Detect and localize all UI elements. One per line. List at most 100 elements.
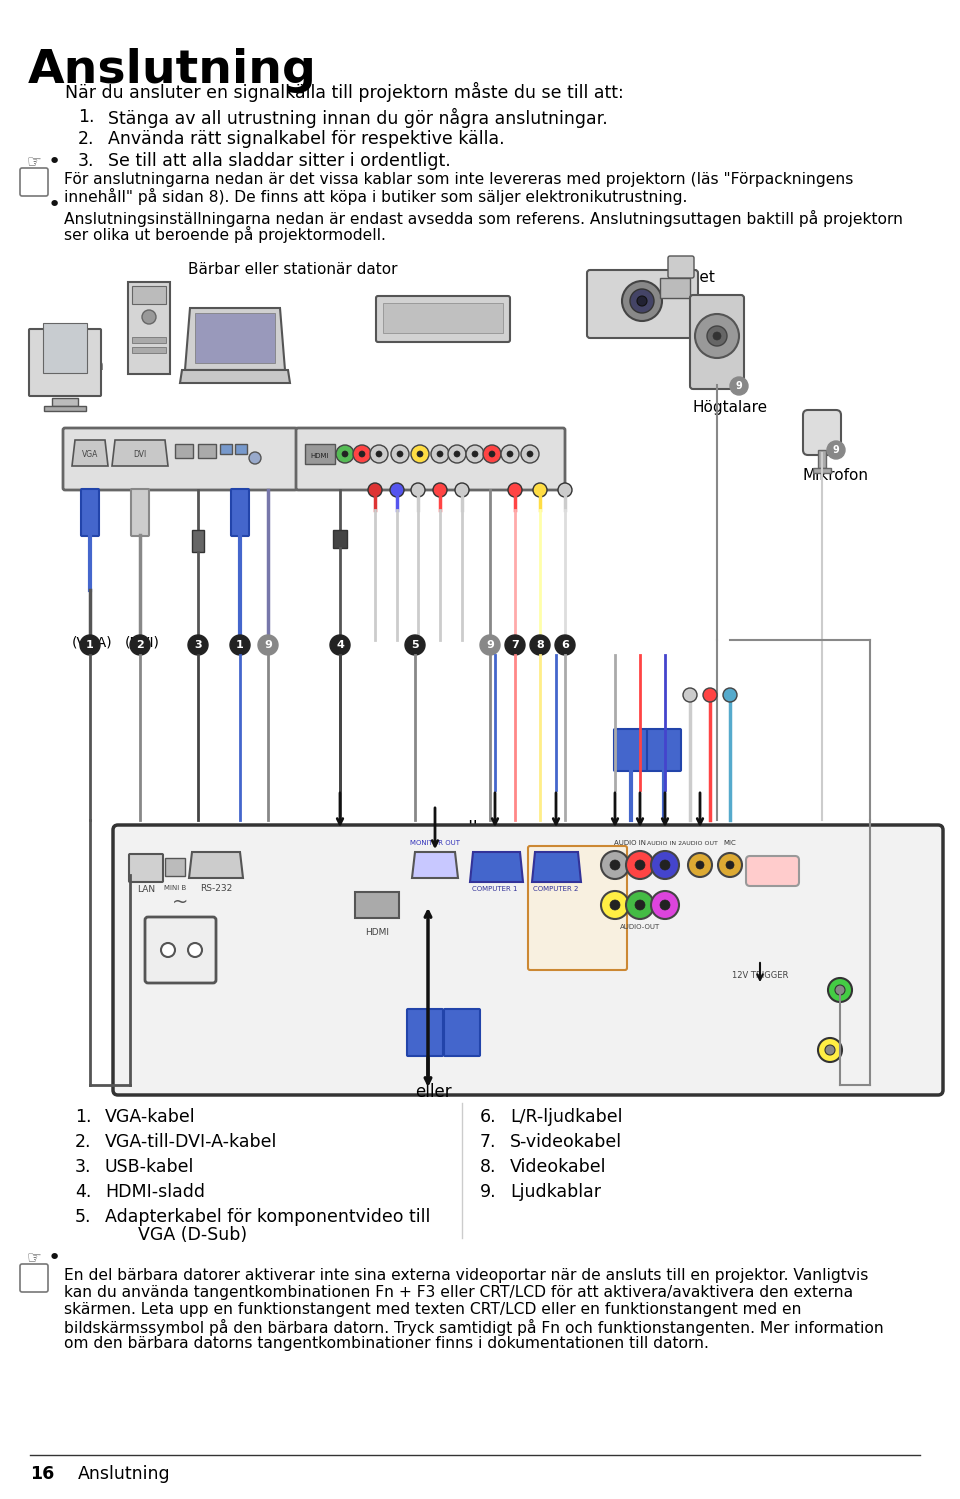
Text: L/R-ljudkabel: L/R-ljudkabel <box>510 1108 622 1126</box>
Text: skärmen. Leta upp en funktionstangent med texten CRT/LCD eller en funktionstange: skärmen. Leta upp en funktionstangent me… <box>64 1303 802 1318</box>
Text: 4.: 4. <box>75 1183 91 1201</box>
FancyBboxPatch shape <box>528 845 627 970</box>
Circle shape <box>635 860 645 869</box>
Text: 4: 4 <box>336 640 344 651</box>
Circle shape <box>448 445 466 463</box>
Text: •: • <box>47 195 60 214</box>
Circle shape <box>188 943 202 956</box>
Text: ~: ~ <box>172 892 188 911</box>
Text: 9: 9 <box>486 640 494 651</box>
Text: 9: 9 <box>735 381 742 391</box>
Circle shape <box>188 636 208 655</box>
FancyBboxPatch shape <box>803 411 841 456</box>
Text: om den bärbara datorns tangentkombinationer finns i dokumentationen till datorn.: om den bärbara datorns tangentkombinatio… <box>64 1336 708 1351</box>
Bar <box>132 337 166 343</box>
Circle shape <box>630 289 654 313</box>
Text: Anslutning: Anslutning <box>78 1465 171 1483</box>
Circle shape <box>508 483 522 498</box>
Circle shape <box>330 636 350 655</box>
Bar <box>162 929 204 940</box>
Text: COMPUTER 1: COMPUTER 1 <box>472 886 517 892</box>
Bar <box>198 444 216 459</box>
Circle shape <box>391 445 409 463</box>
Circle shape <box>555 636 575 655</box>
Circle shape <box>530 636 550 655</box>
FancyBboxPatch shape <box>113 824 943 1094</box>
Text: RS-232: RS-232 <box>200 884 232 893</box>
Text: ☞: ☞ <box>27 153 41 171</box>
Text: 7.: 7. <box>480 1133 496 1151</box>
Text: 2.: 2. <box>78 130 94 148</box>
Bar <box>132 346 166 352</box>
Circle shape <box>142 310 156 324</box>
Text: ☞: ☞ <box>27 1249 41 1267</box>
Circle shape <box>521 445 539 463</box>
FancyBboxPatch shape <box>690 295 744 390</box>
Circle shape <box>707 325 727 346</box>
Text: 9.: 9. <box>480 1183 496 1201</box>
Text: •: • <box>47 151 60 172</box>
Circle shape <box>688 853 712 877</box>
Circle shape <box>828 977 852 1001</box>
Text: 5: 5 <box>411 640 419 651</box>
Text: Ljud-/videoenhet: Ljud-/videoenhet <box>586 270 715 285</box>
Circle shape <box>431 445 449 463</box>
Text: Stänga av all utrustning innan du gör några anslutningar.: Stänga av all utrustning innan du gör nå… <box>108 108 608 127</box>
Text: MONITOR OUT: MONITOR OUT <box>410 839 460 845</box>
Text: •: • <box>47 1249 60 1268</box>
Circle shape <box>835 985 845 995</box>
Text: eller: eller <box>458 820 494 838</box>
FancyBboxPatch shape <box>376 295 510 342</box>
Circle shape <box>683 688 697 702</box>
Bar <box>813 468 831 474</box>
Circle shape <box>376 451 382 457</box>
Text: När du ansluter en signalkälla till projektorn måste du se till att:: När du ansluter en signalkälla till proj… <box>65 82 624 102</box>
Text: LAN: LAN <box>137 884 156 893</box>
Text: Ljudkablar: Ljudkablar <box>510 1183 601 1201</box>
Polygon shape <box>189 851 243 878</box>
Text: Adapterkabel för komponentvideo till: Adapterkabel för komponentvideo till <box>105 1208 430 1226</box>
Text: DVI: DVI <box>133 450 147 459</box>
Circle shape <box>723 688 737 702</box>
Text: AUDIO IN 2: AUDIO IN 2 <box>647 841 683 845</box>
Circle shape <box>527 451 533 457</box>
Text: 3.: 3. <box>75 1159 91 1177</box>
Text: Anslutningsinställningarna nedan är endast avsedda som referens. Anslutningsutta: Anslutningsinställningarna nedan är enda… <box>64 210 903 226</box>
Text: HDMI-sladd: HDMI-sladd <box>105 1183 205 1201</box>
Polygon shape <box>180 370 290 384</box>
FancyBboxPatch shape <box>131 489 149 537</box>
Bar <box>235 444 247 454</box>
Circle shape <box>601 851 629 878</box>
FancyBboxPatch shape <box>407 1009 443 1055</box>
Circle shape <box>397 451 403 457</box>
Text: Högtalare: Högtalare <box>693 400 768 415</box>
FancyBboxPatch shape <box>129 854 163 881</box>
Text: Anslutning: Anslutning <box>28 48 317 93</box>
Text: 12V TRIGGER: 12V TRIGGER <box>732 970 788 979</box>
FancyBboxPatch shape <box>444 1009 480 1055</box>
Circle shape <box>390 483 404 498</box>
Text: Bildskärm: Bildskärm <box>28 358 104 373</box>
Circle shape <box>433 483 447 498</box>
Text: Använda rätt signalkabel för respektive källa.: Använda rätt signalkabel för respektive … <box>108 130 505 148</box>
Circle shape <box>601 890 629 919</box>
Bar <box>195 313 275 363</box>
Circle shape <box>336 445 354 463</box>
Circle shape <box>507 451 513 457</box>
Text: 9: 9 <box>264 640 272 651</box>
Text: HDMI: HDMI <box>365 928 389 937</box>
Circle shape <box>230 636 250 655</box>
FancyBboxPatch shape <box>647 729 681 770</box>
Bar <box>818 450 826 468</box>
Circle shape <box>249 453 261 465</box>
Circle shape <box>558 483 572 498</box>
Text: 9: 9 <box>832 445 839 456</box>
Circle shape <box>651 851 679 878</box>
Circle shape <box>827 441 845 459</box>
Text: MIC: MIC <box>724 839 736 845</box>
Polygon shape <box>72 441 108 466</box>
Circle shape <box>718 853 742 877</box>
Text: HDMI: HDMI <box>311 453 329 459</box>
Circle shape <box>80 636 100 655</box>
Text: (VGA): (VGA) <box>72 636 112 649</box>
